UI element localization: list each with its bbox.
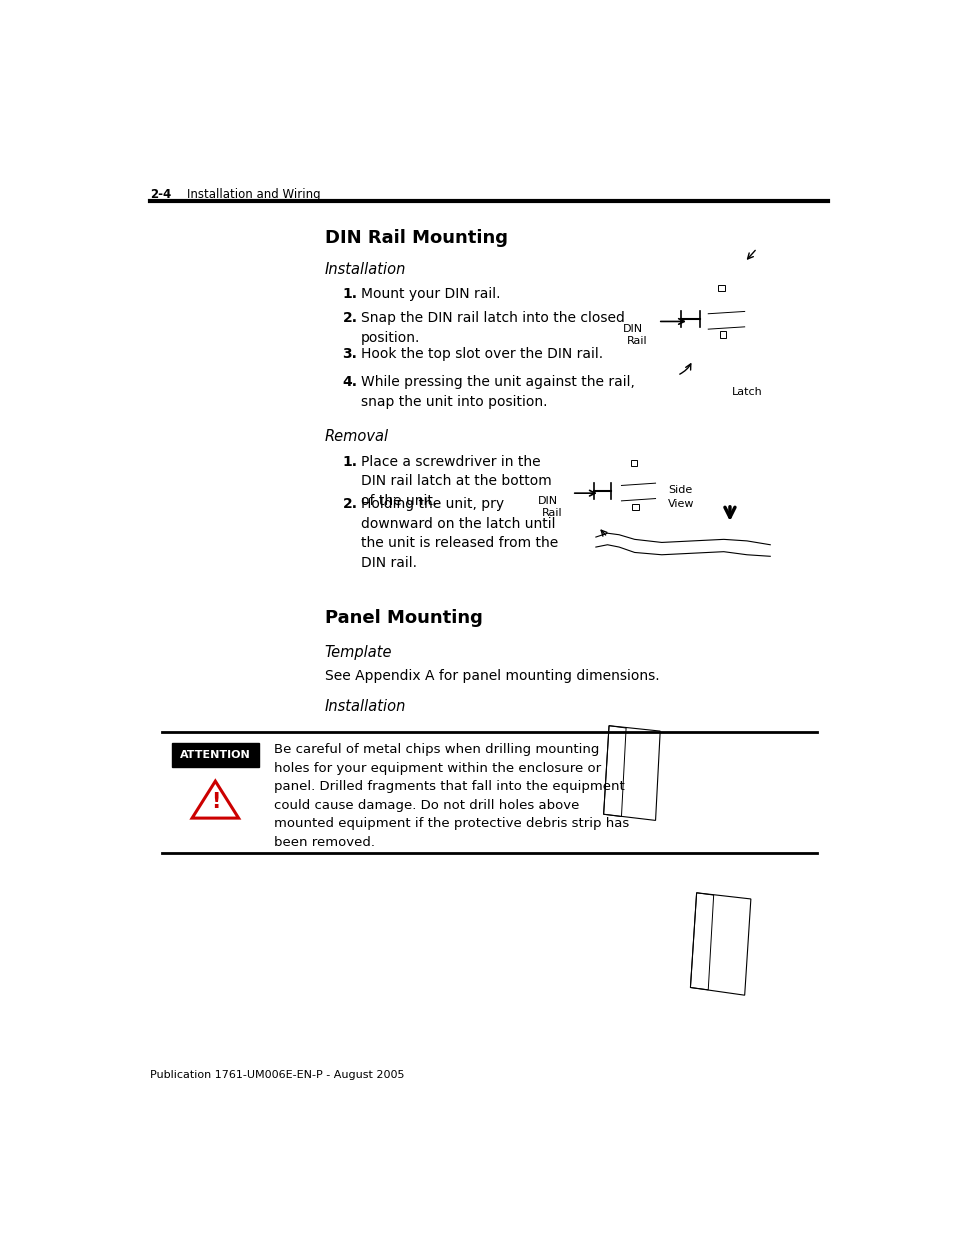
Text: ATTENTION: ATTENTION [180,750,251,760]
Text: See Appendix A for panel mounting dimensions.: See Appendix A for panel mounting dimens… [324,668,659,683]
Bar [632,504,638,510]
Text: Removal: Removal [324,430,388,445]
Text: Template: Template [324,645,392,659]
Text: !: ! [211,792,220,811]
Text: Holding the unit, pry
downward on the latch until
the unit is released from the
: Holding the unit, pry downward on the la… [360,496,558,569]
Text: While pressing the unit against the rail,
snap the unit into position.: While pressing the unit against the rail… [360,375,635,409]
Text: DIN Rail Mounting: DIN Rail Mounting [324,228,507,247]
Text: Rail: Rail [541,508,561,517]
Text: 2-4: 2-4 [150,188,172,201]
Text: 2.: 2. [342,496,357,511]
Text: DIN: DIN [622,324,642,333]
Text: 2.: 2. [342,311,357,326]
Text: Panel Mounting: Panel Mounting [324,609,482,626]
Text: Mount your DIN rail.: Mount your DIN rail. [360,287,500,301]
Text: 1.: 1. [342,454,357,468]
Text: 1.: 1. [342,287,357,301]
Bar [630,461,637,466]
Text: Side: Side [667,485,692,495]
Text: Installation: Installation [324,699,406,714]
Text: 3.: 3. [342,347,357,361]
Text: Rail: Rail [626,336,647,346]
Bar [720,331,725,337]
Text: Installation: Installation [324,262,406,277]
FancyBboxPatch shape [172,743,258,767]
Text: Hook the top slot over the DIN rail.: Hook the top slot over the DIN rail. [360,347,602,361]
Text: Installation and Wiring: Installation and Wiring [187,188,321,201]
Text: Publication 1761-UM006E-EN-P - August 2005: Publication 1761-UM006E-EN-P - August 20… [150,1070,404,1079]
Bar [718,285,723,291]
Text: Snap the DIN rail latch into the closed
position.: Snap the DIN rail latch into the closed … [360,311,624,345]
Text: Be careful of metal chips when drilling mounting
holes for your equipment within: Be careful of metal chips when drilling … [274,743,629,848]
Text: Place a screwdriver in the
DIN rail latch at the bottom
of the unit.: Place a screwdriver in the DIN rail latc… [360,454,551,508]
Text: 4.: 4. [342,375,357,389]
Text: DIN: DIN [537,496,558,506]
Text: Latch: Latch [731,387,761,396]
Text: View: View [667,499,694,509]
